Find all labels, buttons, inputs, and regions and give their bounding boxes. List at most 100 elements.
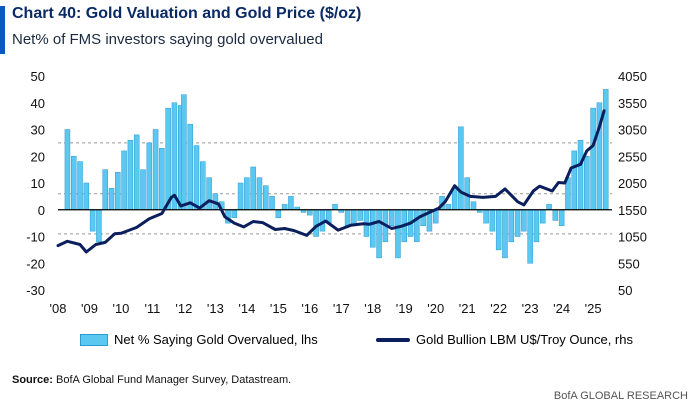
bar	[250, 166, 256, 210]
bar	[152, 129, 159, 210]
bar	[159, 147, 165, 211]
right-tick-label: 3050	[618, 123, 647, 138]
bar	[171, 102, 178, 210]
bar	[231, 209, 238, 219]
x-tick-label: '24	[553, 301, 570, 316]
bar	[376, 209, 382, 259]
bar	[244, 177, 250, 210]
legend-line-swatch	[376, 337, 410, 342]
bar-series	[64, 89, 609, 264]
bar	[508, 209, 515, 243]
bar	[275, 209, 282, 219]
right-tick-label: 1550	[618, 203, 647, 218]
x-tick-label: '19	[396, 301, 413, 316]
left-tick-label: 50	[31, 69, 45, 84]
bar	[388, 209, 395, 227]
left-tick-label: 0	[38, 203, 45, 218]
bar	[395, 209, 401, 259]
bar	[89, 209, 96, 232]
x-tick-label: '22	[490, 301, 507, 316]
gold-price-line	[56, 109, 606, 254]
bar	[558, 209, 565, 227]
bar	[165, 107, 171, 210]
bar	[269, 196, 275, 210]
chart-title: Chart 40: Gold Valuation and Gold Price …	[12, 5, 362, 22]
x-tick-label: '13	[207, 301, 224, 316]
brand-label: BofA GLOBAL RESEARCH	[553, 390, 688, 402]
bar	[470, 201, 477, 211]
bar	[187, 123, 193, 210]
right-tick-label: 1050	[618, 230, 647, 245]
right-tick-label: 550	[618, 256, 640, 271]
source-label: Source:	[12, 374, 53, 386]
left-tick-label: 10	[31, 176, 45, 191]
bar	[140, 169, 146, 210]
bar	[108, 188, 115, 211]
bar	[146, 142, 153, 210]
source-text: BofA Global Fund Manager Survey, Datastr…	[52, 374, 292, 386]
title-accent-bar	[0, 6, 5, 54]
right-tick-label: 2050	[618, 176, 647, 191]
bar	[115, 172, 121, 211]
bar	[521, 209, 527, 232]
x-tick-label: '14	[238, 301, 255, 316]
bar	[64, 129, 71, 210]
right-tick-label: 3550	[618, 96, 647, 111]
x-tick-label: '21	[459, 301, 476, 316]
bar	[420, 209, 426, 227]
x-tick-label: '16	[301, 301, 318, 316]
bar	[256, 177, 263, 210]
bar	[502, 209, 508, 259]
bar	[70, 156, 77, 210]
bar	[546, 204, 552, 210]
bar	[458, 126, 464, 210]
bar	[590, 107, 596, 210]
bar	[121, 150, 127, 210]
left-tick-label: 40	[31, 96, 45, 111]
legend-label-bars: Net % Saying Gold Overvalued, lhs	[114, 332, 318, 347]
bar	[133, 134, 140, 211]
bar	[83, 182, 90, 210]
bar	[263, 185, 269, 211]
legend-item-line: Gold Bullion LBM U$/Troy Ounce, rhs	[376, 332, 633, 347]
bar	[332, 204, 338, 210]
x-tick-label: '08	[50, 301, 67, 316]
left-tick-label: -10	[26, 230, 45, 245]
bar	[357, 209, 363, 221]
bar	[96, 209, 102, 243]
x-tick-label: '25	[585, 301, 602, 316]
left-axis: 50 40 30 20 10 0 -10 -20 -30	[26, 69, 45, 298]
bar	[489, 209, 496, 232]
legend-bar-swatch	[80, 333, 108, 346]
chart-subtitle: Net% of FMS investors saying gold overva…	[12, 31, 323, 48]
bar	[533, 209, 540, 243]
x-tick-label: '17	[333, 301, 350, 316]
bar	[495, 209, 502, 251]
bar	[193, 145, 200, 210]
x-tick-label: '18	[364, 301, 381, 316]
x-tick-label: '23	[522, 301, 539, 316]
bar	[584, 156, 590, 210]
bar	[237, 182, 244, 210]
bar	[102, 169, 108, 210]
bar	[313, 209, 319, 237]
right-tick-label: 2550	[618, 149, 647, 164]
x-tick-label: '10	[112, 301, 129, 316]
bar	[206, 177, 212, 210]
x-tick-label: '20	[427, 301, 444, 316]
bar	[571, 150, 577, 210]
legend: Net % Saying Gold Overvalued, lhs Gold B…	[0, 332, 700, 354]
bar	[483, 209, 489, 224]
bar	[577, 139, 584, 210]
x-axis: '08 '09 '10 '11 '12 '13 '14 '15 '16 '17 '18 '19 '20 '…	[50, 301, 602, 316]
right-tick-label: 50	[618, 283, 632, 298]
bar	[514, 209, 521, 237]
legend-label-line: Gold Bullion LBM U$/Troy Ounce, rhs	[416, 332, 633, 347]
bar	[307, 209, 313, 216]
bar	[552, 209, 559, 221]
bar	[414, 209, 420, 243]
x-tick-label: '09	[81, 301, 98, 316]
x-tick-label: '12	[175, 301, 192, 316]
bar	[527, 209, 533, 264]
